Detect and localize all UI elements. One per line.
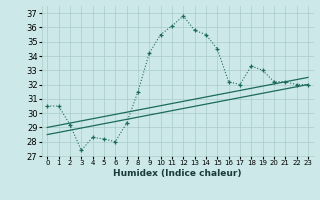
X-axis label: Humidex (Indice chaleur): Humidex (Indice chaleur) [113,169,242,178]
